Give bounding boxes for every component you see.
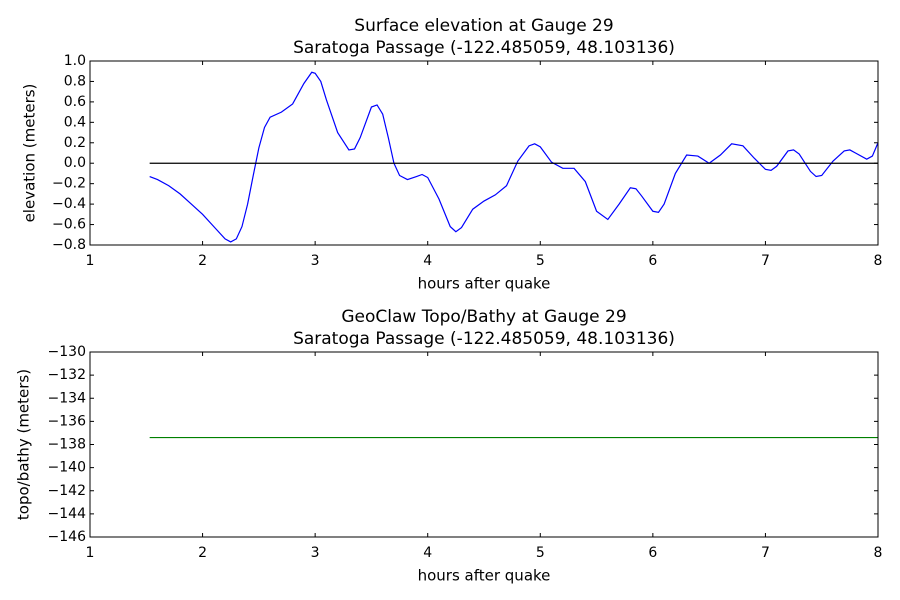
axes-frame: [89, 60, 879, 246]
axes-frame: [89, 351, 879, 538]
y-tick-label: 0.0: [64, 155, 86, 171]
x-tick-label: 7: [761, 545, 770, 561]
x-tick-label: 6: [648, 253, 657, 269]
y-tick-label: −0.4: [52, 196, 86, 212]
y-tick-label: −134: [48, 390, 87, 406]
chart-title: Surface elevation at Gauge 29: [354, 16, 613, 36]
y-tick-label: −140: [48, 460, 86, 476]
chart-title: GeoClaw Topo/Bathy at Gauge 29: [341, 307, 626, 327]
x-axis-label: hours after quake: [418, 275, 551, 293]
y-tick-label: −0.2: [52, 176, 86, 192]
y-tick-label: −146: [48, 529, 87, 545]
y-tick-label: −0.6: [52, 217, 86, 233]
chart-title: Saratoga Passage (-122.485059, 48.103136…: [293, 38, 675, 58]
y-tick-label: −130: [48, 344, 86, 360]
x-tick-label: 6: [648, 545, 657, 561]
x-tick-label: 5: [536, 545, 545, 561]
y-tick-label: −0.8: [52, 237, 86, 253]
y-tick-label: 0.4: [64, 114, 86, 130]
y-tick-label: −144: [48, 506, 87, 522]
x-tick-label: 5: [536, 253, 545, 269]
y-tick-label: 0.6: [64, 94, 86, 110]
y-tick-label: −136: [48, 413, 87, 429]
y-axis-label: elevation (meters): [21, 84, 39, 223]
y-axis-label: topo/bathy (meters): [15, 369, 33, 520]
chart-title: Saratoga Passage (-122.485059, 48.103136…: [293, 329, 675, 349]
x-axis-label: hours after quake: [418, 567, 551, 585]
y-tick-label: −138: [48, 437, 86, 453]
x-tick-label: 1: [86, 545, 95, 561]
x-tick-label: 4: [423, 253, 432, 269]
x-tick-label: 2: [198, 253, 207, 269]
y-tick-label: 1.0: [64, 53, 86, 69]
x-tick-label: 3: [311, 253, 320, 269]
y-tick-label: 0.2: [64, 135, 86, 151]
y-tick-label: 0.8: [64, 73, 86, 89]
x-tick-label: 8: [874, 545, 883, 561]
x-tick-label: 1: [86, 253, 95, 269]
x-tick-label: 4: [423, 545, 432, 561]
x-tick-label: 3: [311, 545, 320, 561]
x-tick-label: 7: [761, 253, 770, 269]
x-tick-label: 2: [198, 545, 207, 561]
data-line: [149, 71, 879, 243]
y-tick-label: −142: [48, 483, 86, 499]
x-tick-label: 8: [874, 253, 883, 269]
y-tick-label: −132: [48, 367, 86, 383]
